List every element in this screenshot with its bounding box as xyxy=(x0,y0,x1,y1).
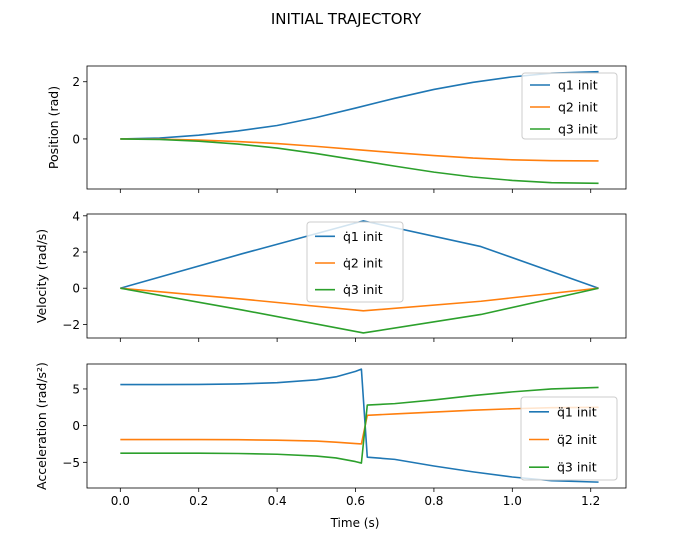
legend-label: q̈2 init xyxy=(557,432,597,447)
legend: q̈1 init q̈2 init q̈3 init xyxy=(520,396,618,481)
legend-label: q̇1 init xyxy=(343,229,383,244)
x-tick-label: 0.6 xyxy=(346,494,365,508)
y-axis-label: Acceleration (rad/s²) xyxy=(34,362,49,490)
y-tick-label: 0 xyxy=(72,132,80,146)
legend-label: q̇3 init xyxy=(343,282,383,297)
series-line-2 xyxy=(120,406,599,445)
legend-label: q3 init xyxy=(558,122,598,137)
legend-label: q̈3 init xyxy=(557,460,597,475)
legend-label: q̈1 init xyxy=(557,404,597,419)
y-tick-label: 4 xyxy=(72,209,80,223)
legend: q̇1 init q̇2 init q̇3 init xyxy=(306,221,404,303)
legend-box xyxy=(521,72,618,140)
series-line-2 xyxy=(120,138,599,162)
series-line-3 xyxy=(120,138,599,185)
legend-label: q̇2 init xyxy=(343,256,383,271)
axes-frame xyxy=(86,65,627,190)
x-tick-label: 1.2 xyxy=(581,494,600,508)
legend-box xyxy=(306,221,404,303)
x-tick-label: 0.8 xyxy=(424,494,443,508)
y-axis-label: Velocity (rad/s) xyxy=(34,229,49,323)
legend-label: q1 init xyxy=(558,78,598,93)
y-tick-label: 0 xyxy=(72,419,80,433)
legend-label: q2 init xyxy=(558,100,598,115)
series-line-1 xyxy=(120,368,599,483)
subplot-1: 0 2 Position (rad) q1 init q2 init q3 init xyxy=(46,65,627,193)
y-tick-label: 0 xyxy=(72,282,80,296)
series-line-3 xyxy=(120,386,599,464)
legend: q1 init q2 init q3 init xyxy=(521,72,618,140)
y-tick-label: 5 xyxy=(72,382,80,396)
x-tick-label: 1.0 xyxy=(503,494,522,508)
legend-box xyxy=(520,396,618,481)
y-axis-label: Position (rad) xyxy=(46,86,61,169)
figure-title: INITIAL TRAJECTORY xyxy=(271,10,422,28)
subplot-3: 0.0 0.2 0.4 0.6 0.8 1.0 1.2 −5 0 5 Acceleration (r… xyxy=(34,362,627,508)
series-line-2 xyxy=(120,287,599,312)
series-line-1 xyxy=(120,220,599,289)
y-tick-label: 2 xyxy=(72,75,80,89)
series-line-1 xyxy=(120,70,599,140)
x-tick-label: 0.2 xyxy=(189,494,208,508)
y-tick-label: −5 xyxy=(62,456,80,470)
y-tick-label: −2 xyxy=(62,318,80,332)
x-tick-label: 0.4 xyxy=(268,494,287,508)
y-tick-label: 2 xyxy=(72,246,80,260)
subplot-2: −2 0 2 4 Velocity (rad/s) q̇1 init q̇2 init q̇3… xyxy=(34,209,627,342)
x-axis-label: Time (s) xyxy=(330,516,380,530)
x-tick-label: 0.0 xyxy=(111,494,130,508)
axes-frame xyxy=(86,213,627,339)
series-line-3 xyxy=(120,287,599,334)
